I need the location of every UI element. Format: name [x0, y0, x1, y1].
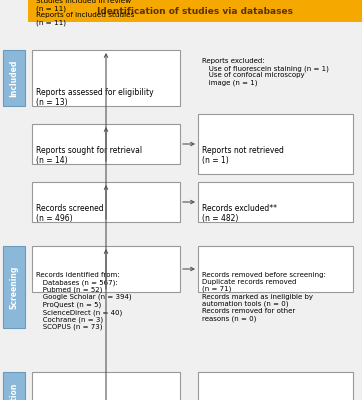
FancyBboxPatch shape	[32, 182, 180, 222]
FancyBboxPatch shape	[28, 0, 362, 22]
Text: Reports excluded:
   Use of fluorescein staining (n = 1)
   Use of confocal micr: Reports excluded: Use of fluorescein sta…	[202, 58, 329, 86]
Text: Records removed before screening:
Duplicate records removed
(n = 71)
Records mar: Records removed before screening: Duplic…	[202, 272, 326, 322]
FancyBboxPatch shape	[32, 372, 180, 400]
FancyBboxPatch shape	[3, 50, 25, 106]
FancyBboxPatch shape	[198, 114, 353, 174]
Text: Reports assessed for eligibility
(n = 13): Reports assessed for eligibility (n = 13…	[36, 88, 153, 107]
FancyBboxPatch shape	[32, 124, 180, 164]
Text: Records identified from:
   Databases (n = 567):
   Pubmed (n = 52)
   Google Sc: Records identified from: Databases (n = …	[36, 272, 132, 330]
Text: Identification of studies via databases: Identification of studies via databases	[97, 6, 293, 16]
FancyBboxPatch shape	[198, 246, 353, 292]
FancyBboxPatch shape	[3, 246, 25, 328]
Text: Reports sought for retrieval
(n = 14): Reports sought for retrieval (n = 14)	[36, 146, 142, 166]
Text: Included: Included	[9, 59, 18, 97]
Text: Identification: Identification	[9, 383, 18, 400]
FancyBboxPatch shape	[32, 246, 180, 292]
FancyBboxPatch shape	[198, 182, 353, 222]
Text: Studies included in review
(n = 11)
Reports of included studies
(n = 11): Studies included in review (n = 11) Repo…	[36, 0, 134, 26]
FancyBboxPatch shape	[198, 372, 353, 400]
FancyBboxPatch shape	[3, 372, 25, 400]
Text: Screening: Screening	[9, 265, 18, 309]
Text: Records screened
(n = 496): Records screened (n = 496)	[36, 204, 104, 223]
Text: Reports not retrieved
(n = 1): Reports not retrieved (n = 1)	[202, 146, 284, 166]
FancyBboxPatch shape	[32, 50, 180, 106]
Text: Records excluded**
(n = 482): Records excluded** (n = 482)	[202, 204, 277, 223]
